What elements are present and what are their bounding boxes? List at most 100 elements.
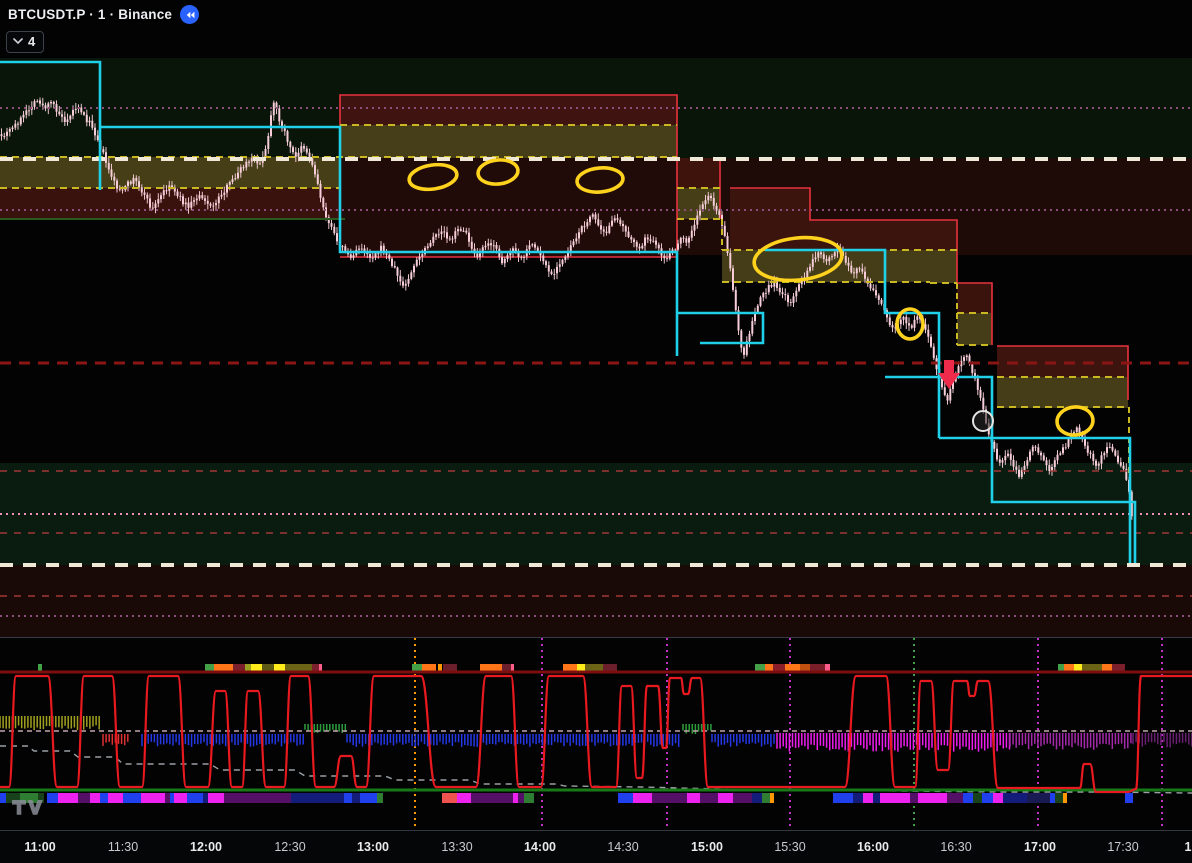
signal-strip-bottom — [78, 793, 90, 803]
signal-strip-bottom — [20, 793, 38, 803]
hand-drawn-circle-annotation[interactable] — [407, 162, 459, 192]
signal-strip-top — [422, 664, 436, 672]
signal-strip-top — [825, 664, 830, 672]
zone-band — [810, 220, 957, 250]
signal-strip-bottom — [0, 793, 6, 803]
tradingview-logo[interactable] — [11, 799, 45, 821]
time-label: 16:30 — [940, 840, 972, 854]
structure-box[interactable] — [0, 60, 102, 190]
signal-strip-bottom — [291, 793, 344, 803]
indicators-collapse-button[interactable]: 4 — [6, 31, 45, 53]
signal-strip-bottom — [652, 793, 687, 803]
signal-strip-bottom — [873, 793, 880, 803]
signal-strip-bottom — [973, 793, 982, 803]
time-label: 13:00 — [357, 840, 389, 854]
histogram-ticks — [304, 724, 347, 733]
time-label: 17:30 — [1107, 840, 1139, 854]
signal-strip-bottom — [963, 793, 973, 803]
chart-legend: BTCUSDT.P · 1 · Binance 4 — [6, 5, 200, 53]
signal-strip-bottom — [208, 793, 224, 803]
signal-strip-bottom — [700, 793, 718, 803]
signal-strip-top — [1112, 664, 1125, 672]
signal-strip-bottom — [947, 793, 963, 803]
time-label: 15:00 — [691, 840, 723, 854]
time-label: 16:00 — [857, 840, 889, 854]
signal-strip-bottom — [471, 793, 513, 803]
signal-strip-top — [205, 664, 214, 672]
signal-strip-bottom — [993, 793, 1003, 803]
signal-strip-bottom — [457, 793, 471, 803]
signal-strip-top — [312, 664, 319, 672]
time-label: 12:30 — [274, 840, 306, 854]
structure-box[interactable] — [100, 125, 679, 356]
signal-strip-bottom — [90, 793, 100, 803]
histogram-ticks — [0, 716, 100, 731]
hand-drawn-circle-annotation[interactable] — [895, 307, 925, 341]
white-circle-annotation[interactable] — [972, 410, 994, 432]
signal-strip-top — [603, 664, 617, 672]
signal-strip-bottom — [880, 793, 910, 803]
signal-strip-top — [245, 664, 251, 672]
signal-strip-top — [319, 664, 322, 672]
signal-strip-bottom — [442, 793, 457, 803]
hand-drawn-circle-annotation[interactable] — [575, 166, 625, 194]
zone-band — [340, 158, 677, 257]
signal-strip-bottom — [1063, 793, 1067, 803]
signal-strip-bottom — [377, 793, 383, 803]
time-label: 1 — [1184, 840, 1192, 854]
time-axis[interactable]: 11:00 11:30 12:00 12:30 13:00 13:30 14:00 14:30… — [0, 830, 1192, 863]
signal-strip-bottom — [982, 793, 993, 803]
signal-strip-bottom — [633, 793, 652, 803]
hand-drawn-circle-annotation[interactable] — [476, 158, 520, 186]
sell-arrow-marker[interactable] — [938, 360, 960, 389]
signal-strip-top — [443, 664, 457, 672]
signal-strip-bottom — [224, 793, 291, 803]
replay-badge[interactable] — [180, 5, 200, 24]
signal-strip-bottom — [38, 793, 44, 803]
signal-strip-bottom — [918, 793, 947, 803]
signal-strip-bottom — [910, 793, 918, 803]
structure-box[interactable] — [765, 248, 941, 438]
signal-strip-bottom — [203, 793, 208, 803]
signal-strip-bottom — [6, 793, 20, 803]
signal-strip-top — [755, 664, 765, 672]
oscillator-curve — [0, 674, 1192, 794]
signal-strip-bottom — [1027, 793, 1050, 803]
signal-strip-bottom — [170, 793, 174, 803]
zone-band — [722, 250, 957, 282]
signal-strip-bottom — [752, 793, 762, 803]
time-label: 14:30 — [607, 840, 639, 854]
zone-band — [957, 283, 992, 313]
signal-strip-top — [251, 664, 262, 672]
signal-strip-top — [502, 664, 511, 672]
symbol-title[interactable]: BTCUSDT.P · 1 · Binance — [8, 7, 173, 22]
time-label: 11:30 — [107, 840, 139, 854]
structure-box[interactable] — [677, 311, 765, 345]
zone-band — [0, 157, 340, 188]
indicator-pane[interactable] — [0, 637, 1192, 834]
signal-strip-top — [285, 664, 312, 672]
structure-box[interactable] — [939, 436, 1132, 563]
signal-strip-bottom — [524, 793, 534, 803]
signal-strip-bottom — [165, 793, 170, 803]
signal-strip-top — [1082, 664, 1102, 672]
time-label: 17:00 — [1024, 840, 1056, 854]
zone-band — [997, 377, 1128, 408]
zone-band — [340, 95, 677, 125]
signal-strip-bottom — [141, 793, 165, 803]
time-label: 15:30 — [774, 840, 806, 854]
hand-drawn-circle-annotation[interactable] — [1055, 405, 1095, 437]
zone-band — [677, 158, 720, 188]
signal-strip-bottom — [733, 793, 752, 803]
hand-drawn-circle-annotation[interactable] — [752, 234, 844, 285]
signal-strip-bottom — [47, 793, 58, 803]
time-label: 11:00 — [24, 840, 56, 854]
supply-zone-border[interactable] — [730, 187, 993, 345]
signal-strip-top — [480, 664, 502, 672]
time-label: 14:00 — [524, 840, 556, 854]
signal-strip-top — [785, 664, 800, 672]
signal-strip-top — [585, 664, 603, 672]
supply-zone-border[interactable] — [997, 345, 1129, 400]
